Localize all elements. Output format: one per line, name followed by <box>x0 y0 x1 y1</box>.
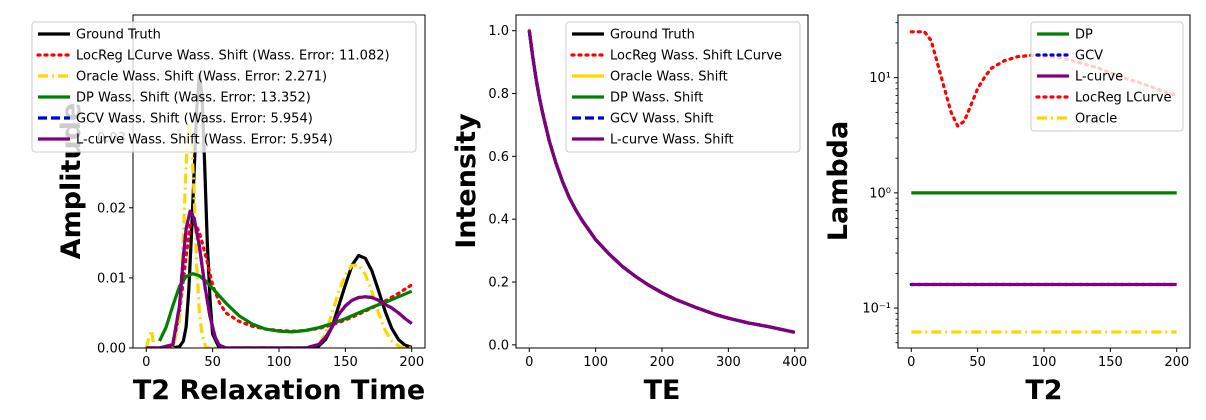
series-oracle-wass-shift-wass-error-2-271 <box>144 122 412 348</box>
legend-label: GCV <box>1075 49 1103 64</box>
legend: Ground Truth LocReg LCurve Wass. Shift (W… <box>31 21 417 153</box>
legend: Ground Truth LocReg Wass. Shift LCurve Ora… <box>565 21 801 153</box>
y-tick-label: 10¹ <box>869 71 891 86</box>
x-tick-label: 100 <box>267 355 292 370</box>
y-tick-label: 0.01 <box>97 271 126 286</box>
x-tick-label: 0 <box>907 355 915 370</box>
x-tick-label: 0 <box>525 355 533 370</box>
y-tick-label: 0.4 <box>488 213 509 228</box>
legend-label: L-curve Wass. Shift (Wass. Error: 5.954) <box>76 133 333 148</box>
y-tick-label: 0.6 <box>488 150 509 165</box>
plot-frame <box>132 14 426 349</box>
x-tick-label: 100 <box>583 355 608 370</box>
series-l-curve-wass-shift <box>527 30 796 334</box>
y-tick-label: 0.00 <box>97 342 126 357</box>
legend-label: GCV Wass. Shift <box>610 112 714 127</box>
x-tick-label: 200 <box>1164 355 1189 370</box>
intensity-chart: 0 100 200 300 400 0.0 0.2 0.4 0.6 0.8 1.0 TE Inten… <box>451 14 809 406</box>
y-tick-label: 10⁰ <box>869 186 891 201</box>
y-tick-label: 10⁻¹ <box>862 302 891 317</box>
series-dp-wass-shift-wass-error-13-352 <box>158 272 413 342</box>
y-tick-label: 0.02 <box>97 201 126 216</box>
legend-label: Ground Truth <box>610 28 695 43</box>
x-tick-label: 200 <box>650 355 675 370</box>
legend-frame <box>1030 21 1184 132</box>
series-l-curve-wass-shift-wass-error-5-954 <box>146 209 413 348</box>
y-tick-label: 0.2 <box>488 276 509 291</box>
legend-frame <box>565 21 801 153</box>
legend-label: L-curve Wass. Shift <box>610 133 734 148</box>
legend-label: LocReg Wass. Shift LCurve <box>610 49 782 64</box>
x-axis-label: T2 <box>1025 375 1062 406</box>
legend-label: DP Wass. Shift <box>610 91 703 106</box>
x-tick-label: 200 <box>399 355 424 370</box>
lambda-chart: 0 50 100 150 200 10⁻¹ 10⁰ 10¹ T2 Lambda DP GCV L-… <box>823 14 1191 406</box>
x-tick-label: 50 <box>969 355 986 370</box>
y-tick-label: 0.0 <box>488 338 509 353</box>
x-tick-label: 100 <box>1032 355 1057 370</box>
x-tick-label: 150 <box>333 355 358 370</box>
x-tick-label: 300 <box>716 355 741 370</box>
legend-frame <box>31 21 417 153</box>
x-tick-label: 0 <box>142 355 150 370</box>
legend-label: GCV Wass. Shift (Wass. Error: 5.954) <box>76 112 313 127</box>
x-axis-label: T2 Relaxation Time <box>133 375 425 406</box>
x-tick-label: 150 <box>1098 355 1123 370</box>
y-axis-label: Intensity <box>451 113 482 249</box>
legend-label: DP <box>1075 28 1093 43</box>
legend-label: DP Wass. Shift (Wass. Error: 13.352) <box>76 91 311 106</box>
legend-label: LocReg LCurve Wass. Shift (Wass. Error: … <box>76 49 390 64</box>
x-tick-label: 50 <box>204 355 221 370</box>
x-axis-label: TE <box>644 375 681 406</box>
y-tick-label: 1.0 <box>488 24 509 39</box>
legend-label: L-curve <box>1075 70 1123 85</box>
legend-label: LocReg LCurve <box>1075 91 1172 106</box>
x-tick-label: 400 <box>782 355 807 370</box>
y-axis-label: Lambda <box>823 121 854 241</box>
series-ground-truth <box>146 72 413 348</box>
legend: DP GCV L-curve LocReg LCurve Oracle <box>1030 21 1184 132</box>
y-tick-label: 0.8 <box>488 87 509 102</box>
legend-label: Oracle Wass. Shift (Wass. Error: 2.271) <box>76 70 327 85</box>
plot-frame <box>515 14 809 349</box>
legend-label: Oracle Wass. Shift <box>610 70 728 85</box>
plot-frame <box>897 14 1191 349</box>
legend-label: Ground Truth <box>76 28 161 43</box>
legend-label: Oracle <box>1075 112 1117 127</box>
